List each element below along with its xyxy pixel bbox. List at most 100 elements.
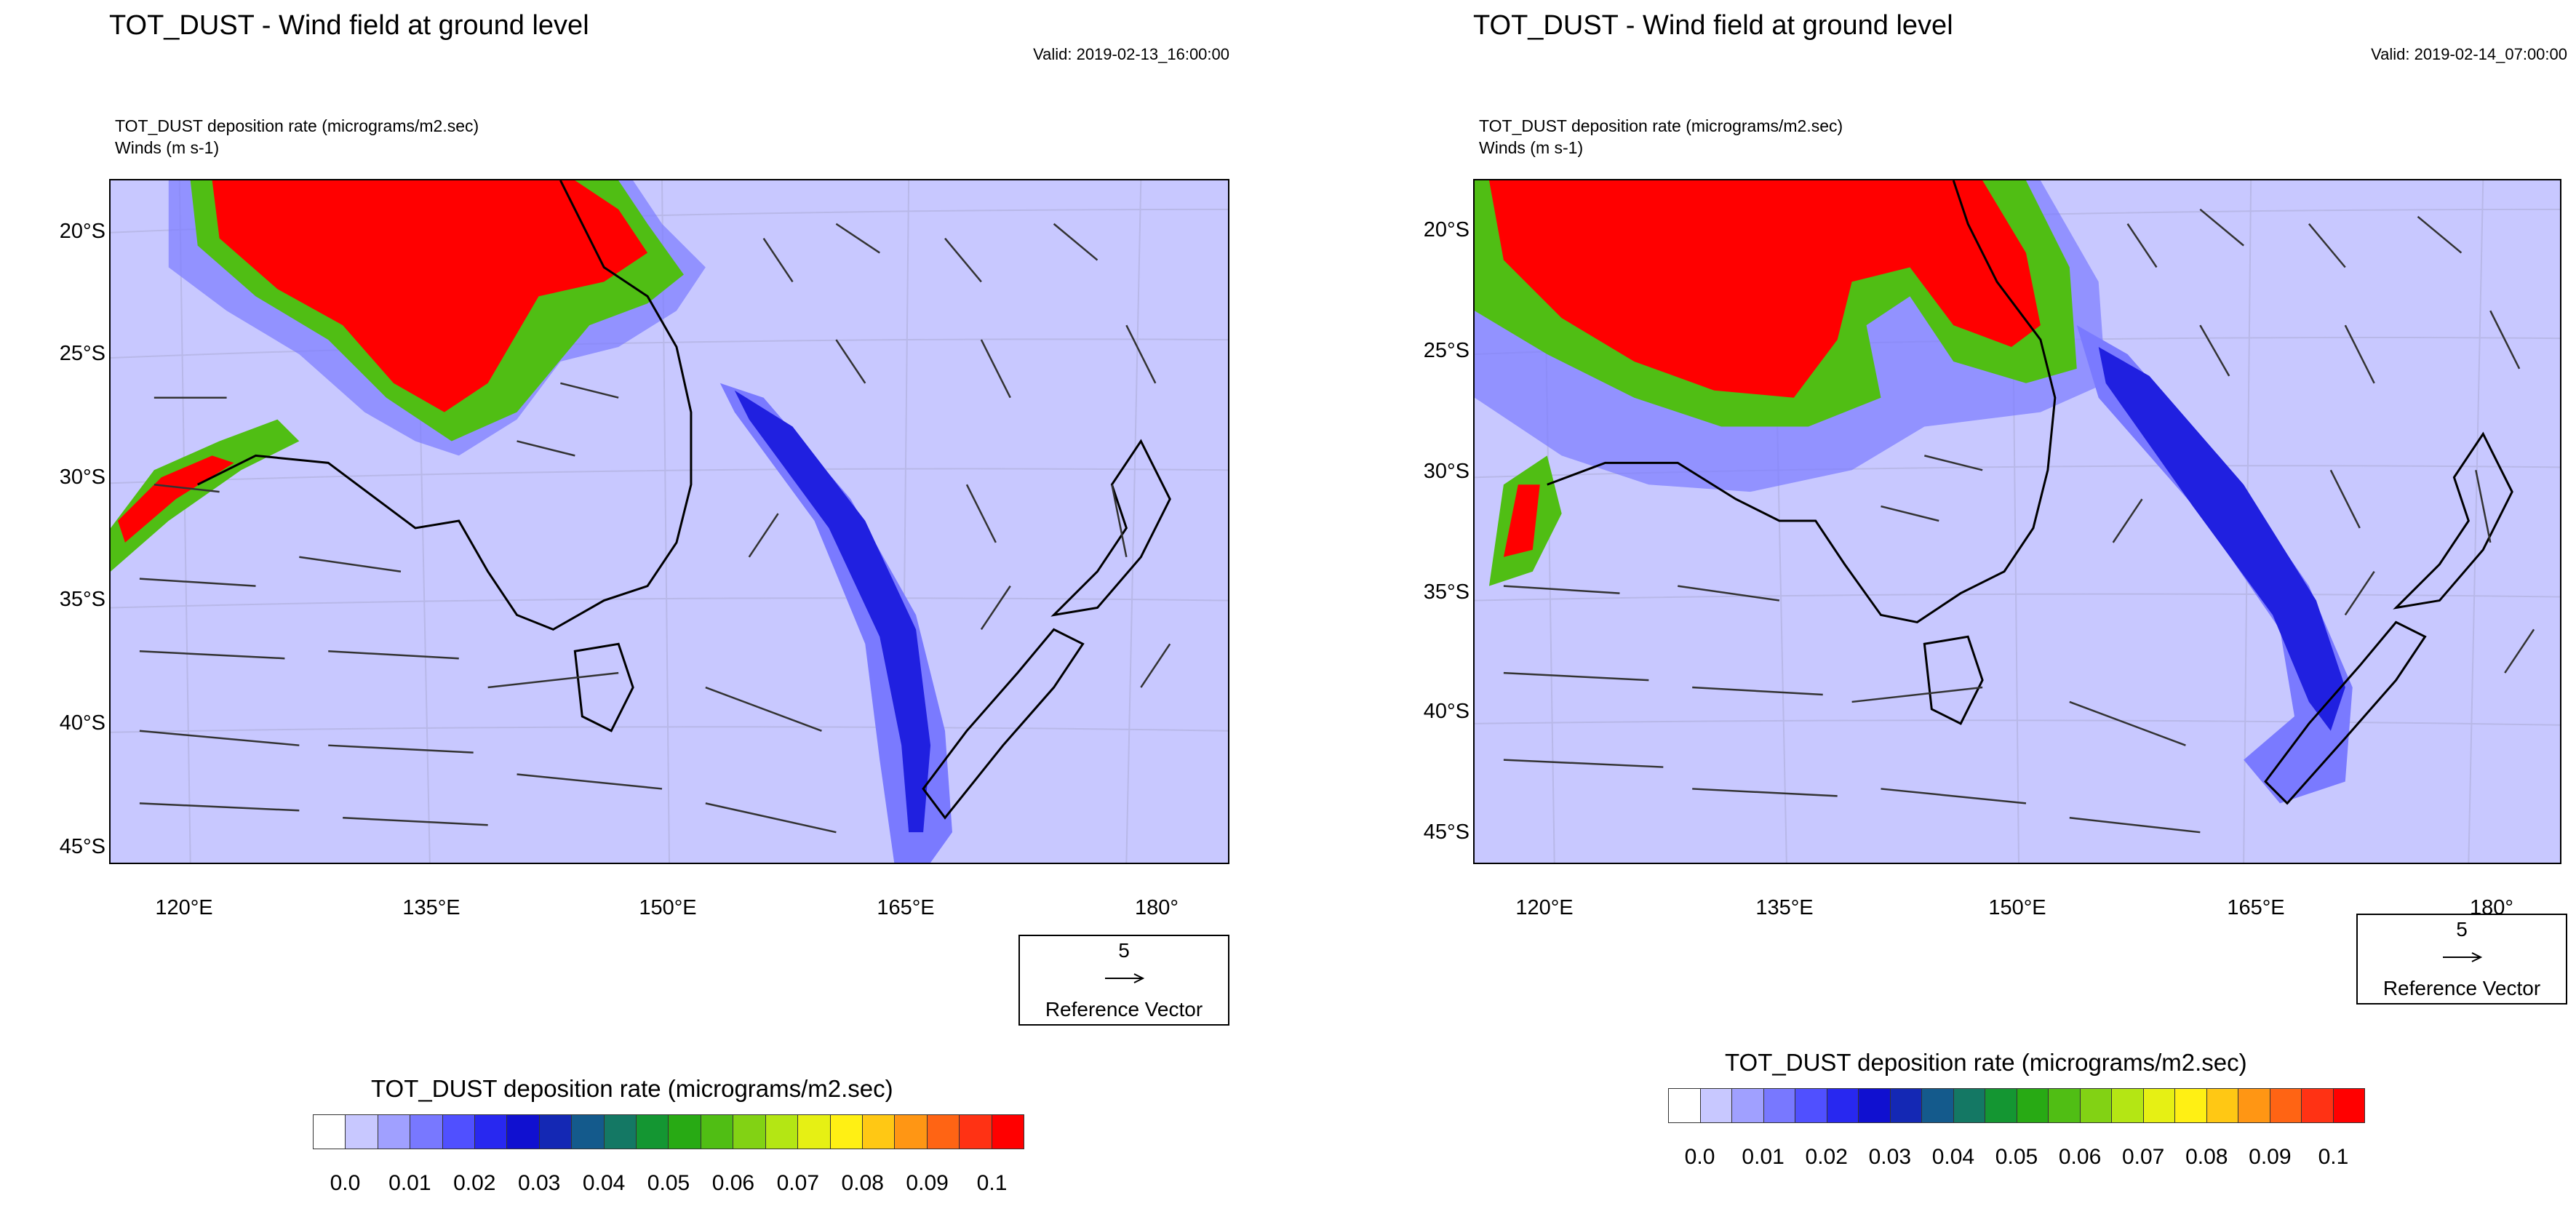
colorbar-swatch bbox=[2175, 1089, 2207, 1122]
lon-label: 150°E bbox=[639, 896, 697, 919]
lat-label: 25°S bbox=[1423, 339, 1470, 362]
colorbar-swatch bbox=[701, 1115, 734, 1149]
lat-label: 45°S bbox=[59, 835, 105, 858]
colorbar-tick-label: 0.06 bbox=[2058, 1145, 2102, 1169]
colorbar-tick-label: 0.07 bbox=[776, 1171, 819, 1195]
lat-label: 35°S bbox=[59, 588, 105, 611]
colorbar-swatch bbox=[2112, 1089, 2144, 1122]
lat-label: 40°S bbox=[59, 711, 105, 735]
nz-north bbox=[1050, 439, 1171, 617]
tasmania-coast bbox=[1923, 635, 1984, 725]
colorbar-tick-label: 0.08 bbox=[841, 1171, 884, 1195]
colorbar-swatch bbox=[346, 1115, 378, 1149]
colorbar-swatch bbox=[669, 1115, 701, 1149]
lat-label: 30°S bbox=[1423, 460, 1470, 483]
panel-right: TOT_DUST - Wind field at ground level Va… bbox=[1288, 0, 2576, 1222]
colorbar-swatch bbox=[733, 1115, 766, 1149]
colorbar-swatch bbox=[572, 1115, 605, 1149]
reference-arrow-icon bbox=[2443, 952, 2483, 962]
colorbar-swatch bbox=[895, 1115, 928, 1149]
nz-coast bbox=[2264, 620, 2427, 805]
lat-label: 45°S bbox=[1423, 820, 1470, 844]
colorbar-swatch bbox=[378, 1115, 411, 1149]
colorbar bbox=[313, 1114, 1024, 1149]
colorbar-tick-label: 0.01 bbox=[1742, 1145, 1785, 1169]
colorbar-swatch bbox=[2206, 1089, 2238, 1122]
colorbar-swatch bbox=[539, 1115, 573, 1149]
colorbar-tick-label: 0.0 bbox=[330, 1171, 361, 1195]
lon-label: 150°E bbox=[1988, 896, 2046, 919]
panel-left: TOT_DUST - Wind field at ground level Va… bbox=[59, 10, 1229, 1200]
dust-core bbox=[212, 180, 648, 412]
lat-label: 30°S bbox=[59, 466, 105, 489]
reference-vector-box: 5 Reference Vector bbox=[2356, 914, 2567, 1005]
lon-label: 180° bbox=[1135, 896, 1179, 919]
colorbar-tick-label: 0.03 bbox=[517, 1171, 561, 1195]
colorbar-swatch bbox=[798, 1115, 831, 1149]
colorbar-ticks: 0.0 0.01 0.02 0.03 0.04 0.05 0.06 0.07 0.08 0.09 0… bbox=[313, 1171, 1024, 1200]
colorbar-swatch bbox=[604, 1115, 637, 1149]
australia-coast bbox=[1547, 180, 2057, 623]
colorbar-swatch bbox=[314, 1115, 346, 1149]
colorbar-ticks: 0.0 0.01 0.02 0.03 0.04 0.05 0.06 0.07 0.08 0.09 0… bbox=[1668, 1145, 2365, 1174]
winds-subtitle: Winds (m s-1) bbox=[1479, 138, 1584, 157]
valid-time: Valid: 2019-02-13_16:00:00 bbox=[1033, 45, 1229, 63]
colorbar-tick-label: 0.08 bbox=[2185, 1145, 2228, 1169]
dust-core bbox=[1488, 180, 2041, 398]
map-area bbox=[109, 179, 1229, 864]
colorbar-tick-label: 0.05 bbox=[1995, 1145, 2038, 1169]
colorbar-swatch bbox=[1859, 1089, 1891, 1122]
valid-time: Valid: 2019-02-14_07:00:00 bbox=[2371, 45, 2567, 63]
colorbar-swatch bbox=[1985, 1089, 2017, 1122]
colorbar-swatch bbox=[960, 1115, 992, 1149]
colorbar-swatch bbox=[637, 1115, 669, 1149]
plume-core bbox=[2098, 347, 2345, 731]
colorbar-tick-label: 0.07 bbox=[2121, 1145, 2165, 1169]
lon-label: 165°E bbox=[877, 896, 935, 919]
colorbar-tick-label: 0.09 bbox=[2249, 1145, 2292, 1169]
colorbar-swatch bbox=[1795, 1089, 1827, 1122]
nz-coast bbox=[922, 628, 1085, 820]
reference-vector-magnitude: 5 bbox=[1118, 939, 1130, 962]
lon-label: 120°E bbox=[155, 896, 213, 919]
colorbar bbox=[1668, 1088, 2365, 1123]
reference-vector-box: 5 Reference Vector bbox=[1018, 935, 1229, 1026]
colorbar-swatch bbox=[2333, 1089, 2364, 1122]
panel-title: TOT_DUST - Wind field at ground level bbox=[109, 10, 589, 41]
colorbar-tick-label: 0.06 bbox=[711, 1171, 755, 1195]
tasmania-coast bbox=[573, 642, 634, 732]
plume-core bbox=[734, 390, 931, 833]
lon-label: 120°E bbox=[1515, 896, 1574, 919]
colorbar-swatch bbox=[1922, 1089, 1954, 1122]
colorbar-swatch bbox=[2238, 1089, 2270, 1122]
lon-label: 135°E bbox=[1755, 896, 1814, 919]
colorbar-tick-label: 0.04 bbox=[1931, 1145, 1975, 1169]
colorbar-title: TOT_DUST deposition rate (micrograms/m2.… bbox=[1725, 1049, 2247, 1076]
map-area bbox=[1473, 179, 2561, 864]
lat-label: 20°S bbox=[59, 220, 105, 243]
colorbar-tick-label: 0.05 bbox=[647, 1171, 690, 1195]
colorbar-swatch bbox=[442, 1115, 476, 1149]
lat-label: 20°S bbox=[1423, 218, 1470, 241]
colorbar-swatch bbox=[2080, 1089, 2112, 1122]
colorbar-swatch bbox=[830, 1115, 863, 1149]
dust-west-core bbox=[1503, 484, 1540, 557]
field-subtitle: TOT_DUST deposition rate (micrograms/m2.… bbox=[1479, 116, 1843, 135]
colorbar-swatch bbox=[2302, 1089, 2334, 1122]
colorbar-swatch bbox=[410, 1115, 443, 1149]
field-subtitle: TOT_DUST deposition rate (micrograms/m2.… bbox=[115, 116, 479, 135]
colorbar-tick-label: 0.03 bbox=[1868, 1145, 1911, 1169]
colorbar-swatch bbox=[475, 1115, 508, 1149]
colorbar-swatch bbox=[1890, 1089, 1922, 1122]
colorbar-swatch bbox=[2143, 1089, 2175, 1122]
colorbar-swatch bbox=[2270, 1089, 2302, 1122]
colorbar-swatch bbox=[2049, 1089, 2081, 1122]
colorbar-swatch bbox=[1827, 1089, 1859, 1122]
plume-band bbox=[719, 383, 952, 863]
colorbar-swatch bbox=[1763, 1089, 1795, 1122]
lon-label: 165°E bbox=[2227, 896, 2285, 919]
lat-label: 25°S bbox=[59, 342, 105, 365]
colorbar-swatch bbox=[1700, 1089, 1732, 1122]
colorbar-tick-label: 0.02 bbox=[453, 1171, 496, 1195]
lon-label: 135°E bbox=[402, 896, 460, 919]
